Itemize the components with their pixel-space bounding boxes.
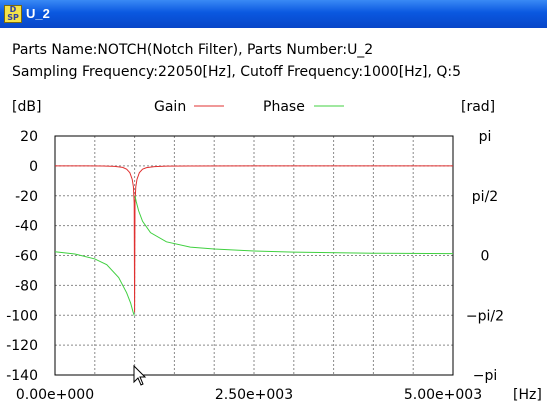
left-axis-ticks: 20 0 -20 -40 -60 -80 -100 -120 -140 [6,129,38,384]
x-tick-label: 0.00e+000 [16,387,94,403]
y2-tick-label: −pi/2 [466,308,504,324]
y2-tick-label: −pi [473,368,498,384]
series-layer [54,165,454,316]
sampling-info-line: Sampling Frequency:22050[Hz], Cutoff Fre… [12,64,462,80]
legend-gain-label: Gain [154,99,186,115]
x-tick-label: 2.50e+003 [215,387,293,403]
right-axis-unit: [rad] [461,99,495,115]
y-tick-label: 20 [20,129,38,145]
x-tick-label: 5.00e+003 [404,387,482,403]
left-axis-unit: [dB] [12,99,41,115]
mouse-cursor-icon [133,364,147,386]
y-tick-label: -60 [15,249,38,265]
series-line-phase [54,195,454,316]
window-title: U_2 [26,6,50,21]
title-bar[interactable]: D SP U_2 [0,0,547,28]
y-tick-label: -140 [6,368,38,384]
parts-info-line: Parts Name:NOTCH(Notch Filter), Parts Nu… [12,42,374,58]
dsp-app-icon: D SP [4,5,22,23]
y-tick-label: -100 [6,308,38,324]
legend-phase-label: Phase [263,99,305,115]
grid-layer [55,136,453,375]
x-axis-ticks: 0.00e+000 2.50e+003 5.00e+003 [16,387,482,403]
y2-tick-label: pi/2 [472,189,498,205]
legend: Gain Phase [154,99,344,115]
y2-tick-label: pi [479,129,492,145]
x-axis-unit: [Hz] [513,387,542,403]
frequency-response-chart: 20 0 -20 -40 -60 -80 -100 -120 -140 pi pi/2 0 −pi/2… [6,99,542,403]
y-tick-label: -20 [15,189,38,205]
y-tick-label: 0 [29,159,38,175]
series-line-gain [55,165,453,313]
right-axis-ticks: pi pi/2 0 −pi/2 −pi [466,129,504,384]
y-tick-label: -120 [6,338,38,354]
y-tick-label: -80 [15,278,38,294]
y2-tick-label: 0 [481,249,490,265]
plot-frame [54,135,454,376]
y-tick-label: -40 [15,219,38,235]
